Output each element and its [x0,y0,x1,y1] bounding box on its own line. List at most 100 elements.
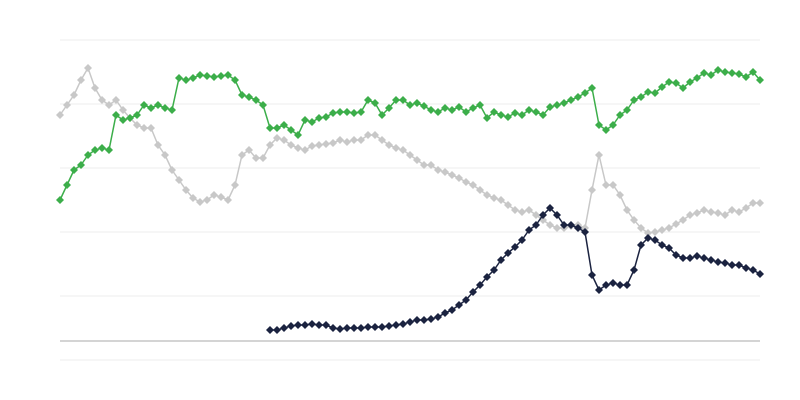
point-marker [112,111,120,119]
point-marker [182,76,190,84]
point-marker [609,121,617,129]
point-marker [658,226,666,234]
point-marker [77,161,85,169]
point-marker [189,194,197,202]
point-marker [553,211,561,219]
point-marker [224,196,232,204]
point-marker [154,141,162,149]
point-marker [392,144,400,152]
point-marker [308,320,316,328]
point-marker [462,296,470,304]
point-marker [441,168,449,176]
point-marker [448,106,456,114]
point-marker [441,309,449,317]
point-marker [315,141,323,149]
point-marker [567,221,575,229]
point-marker [672,79,680,87]
point-marker [357,108,365,116]
point-marker [749,199,757,207]
point-marker [91,84,99,92]
point-marker [406,101,414,109]
point-marker [462,178,470,186]
point-marker [546,103,554,111]
point-marker [728,261,736,269]
point-marker [385,322,393,330]
point-marker [350,324,358,332]
point-marker [364,131,372,139]
point-marker [434,313,442,321]
point-marker [749,68,757,76]
point-marker [581,228,589,236]
point-marker [63,181,71,189]
point-marker [469,104,477,112]
point-marker [427,315,435,323]
point-marker [749,266,757,274]
point-marker [518,236,526,244]
point-marker [476,186,484,194]
point-marker [238,91,246,99]
point-marker [406,151,414,159]
point-marker [357,324,365,332]
point-marker [637,241,645,249]
point-marker [217,72,225,80]
point-marker [455,103,463,111]
point-marker [567,96,575,104]
point-marker [455,301,463,309]
point-marker [273,134,281,142]
point-marker [392,96,400,104]
point-marker [504,113,512,121]
point-marker [168,166,176,174]
point-marker [420,102,428,110]
point-marker [301,321,309,329]
point-marker [686,78,694,86]
point-marker [539,211,547,219]
point-marker [399,96,407,104]
point-marker [490,108,498,116]
point-marker [707,71,715,79]
point-marker [378,111,386,119]
point-marker [154,101,162,109]
point-marker [483,273,491,281]
point-marker [756,270,764,278]
point-marker [595,121,603,129]
point-marker [441,104,449,112]
point-marker [315,114,323,122]
point-marker [308,118,316,126]
point-marker [98,144,106,152]
point-marker [413,316,421,324]
point-marker [252,154,260,162]
point-marker [602,281,610,289]
point-marker [420,316,428,324]
point-marker [651,228,659,236]
point-marker [623,281,631,289]
point-marker [140,101,148,109]
point-marker [392,321,400,329]
point-marker [665,224,673,232]
point-marker [728,206,736,214]
point-marker [658,83,666,91]
point-marker [651,89,659,97]
point-marker [616,281,624,289]
point-marker [217,193,225,201]
point-marker [189,74,197,82]
point-marker [700,254,708,262]
point-marker [602,181,610,189]
point-marker [413,99,421,107]
point-marker [616,191,624,199]
point-marker [721,211,729,219]
point-marker [672,220,680,228]
point-marker [630,216,638,224]
point-marker [595,286,603,294]
point-marker [476,281,484,289]
point-marker [525,206,533,214]
point-marker [231,181,239,189]
point-marker [434,166,442,174]
point-marker [427,106,435,114]
point-marker [196,198,204,206]
point-marker [119,116,127,124]
point-marker [756,199,764,207]
point-marker [322,113,330,121]
point-marker [252,96,260,104]
point-marker [448,306,456,314]
point-marker [679,216,687,224]
